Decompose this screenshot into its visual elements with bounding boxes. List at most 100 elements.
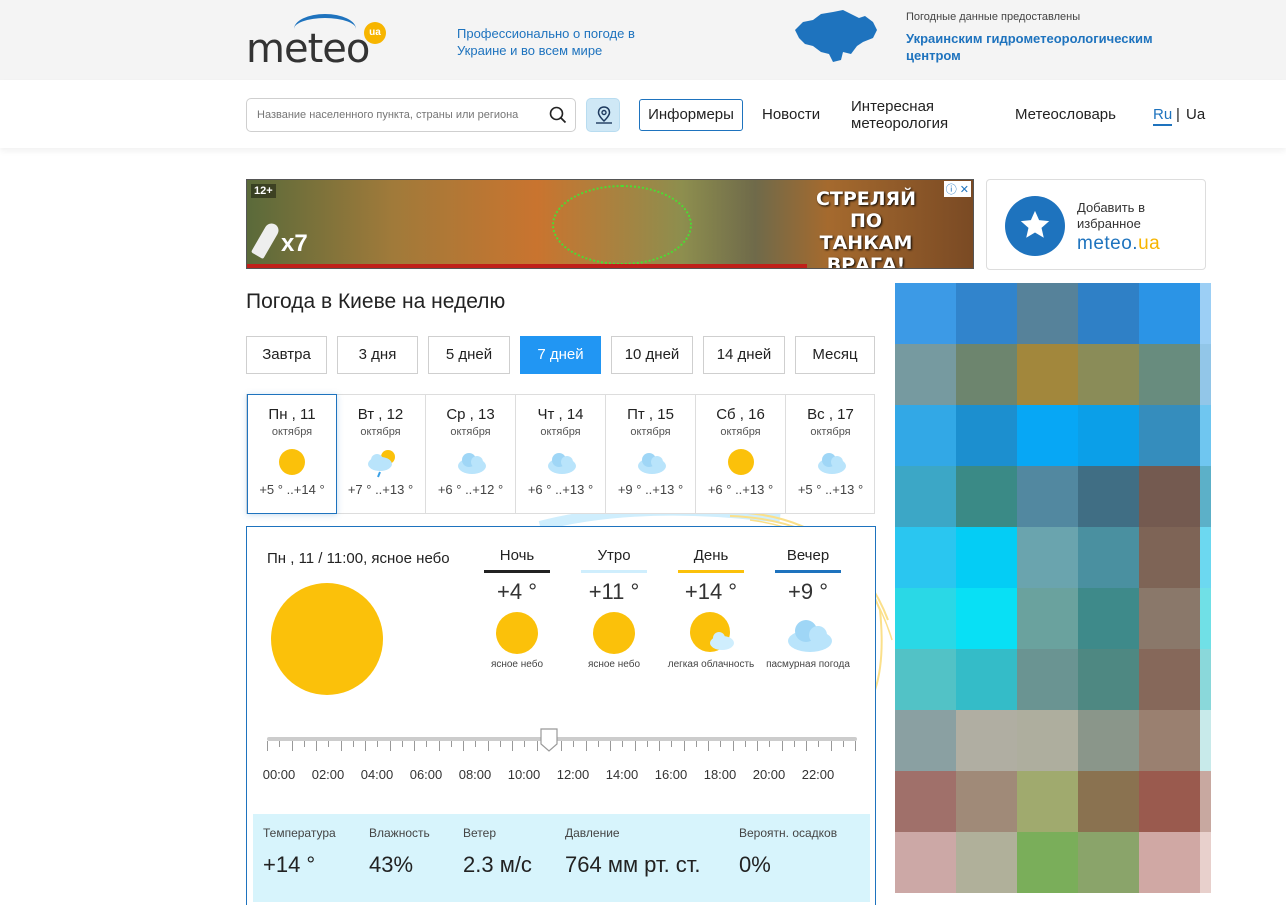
sun-icon	[277, 448, 307, 476]
day-card-sat[interactable]: Сб , 16 октября +6 ° ..+13 °	[696, 395, 786, 513]
ad-pixel-block	[956, 527, 1017, 588]
informers-button[interactable]: Информеры	[639, 99, 743, 131]
timeline-tick	[793, 741, 795, 747]
overcast-icon	[786, 611, 832, 655]
timeline-label[interactable]: 10:00	[507, 767, 541, 782]
timeline-label[interactable]: 04:00	[360, 767, 394, 782]
search-input[interactable]	[247, 99, 537, 131]
ad-pixel-block	[895, 283, 956, 344]
day-card-wed[interactable]: Ср , 13 октября +6 ° ..+12 °	[426, 395, 516, 513]
ad-pixel-block	[1017, 283, 1078, 344]
ad-pixel-block	[956, 283, 1017, 344]
daypart-name: Вечер	[786, 547, 830, 564]
star-icon	[1005, 196, 1065, 256]
daypart-desc: легкая облачность	[667, 659, 755, 670]
sun-cloud-icon	[689, 611, 734, 655]
cloud-icon	[456, 448, 486, 476]
timeline-label[interactable]: 22:00	[801, 767, 835, 782]
provider-link[interactable]: Украинским гидрометеорологическим центро…	[906, 31, 1153, 63]
timeline-tick	[585, 741, 587, 751]
timeline-tick	[524, 741, 526, 747]
search-icon[interactable]	[549, 106, 567, 124]
day-name: Сб , 16	[716, 406, 765, 423]
timeline-tick	[781, 741, 783, 751]
side-ad-banner[interactable]	[895, 283, 1211, 893]
ad-pixel-block	[1200, 466, 1211, 527]
nav-meteorology-link[interactable]: Интересная метеорология	[851, 98, 949, 132]
favorites-site-suffix: ua	[1138, 233, 1161, 254]
weather-stats: Температура +14 ° Влажность 43% Ветер 2.…	[253, 814, 870, 902]
day-card-fri[interactable]: Пт , 15 октября +9 ° ..+13 °	[606, 395, 696, 513]
geolocation-button[interactable]	[586, 98, 620, 132]
timeline-track[interactable]	[267, 737, 857, 741]
timeline-label[interactable]: 16:00	[654, 767, 688, 782]
timeline-tick	[267, 741, 268, 751]
hour-timeline[interactable]: 00:00 02:00 04:00 06:00 08:00 10:00 12:0…	[263, 728, 857, 797]
week-days-strip: Пн , 11 октября +5 ° ..+14 ° Вт , 12 окт…	[246, 394, 875, 514]
ad-pixel-block	[1139, 344, 1200, 405]
timeline-tick	[806, 741, 807, 751]
tab-10-days[interactable]: 10 дней	[611, 336, 693, 374]
timeline-tick	[573, 741, 575, 747]
timeline-tick	[695, 741, 697, 747]
ad-pixel-block	[1017, 527, 1078, 588]
tab-tomorrow[interactable]: Завтра	[246, 336, 327, 374]
timeline-label[interactable]: 06:00	[409, 767, 443, 782]
timeline-tick	[659, 741, 660, 751]
day-month: октября	[360, 426, 401, 438]
lang-ua-link[interactable]: Ua	[1186, 106, 1206, 123]
timeline-label[interactable]: 12:00	[556, 767, 590, 782]
ad-close-icon[interactable]: ⓘ ✕	[943, 181, 971, 197]
timeline-label[interactable]: 20:00	[752, 767, 786, 782]
tab-14-days[interactable]: 14 дней	[703, 336, 785, 374]
timeline-label[interactable]: 00:00	[262, 767, 296, 782]
tab-3-days[interactable]: 3 дня	[337, 336, 418, 374]
ad-pixel-block	[1078, 832, 1139, 893]
ad-pixel-block	[1139, 832, 1200, 893]
day-card-sun[interactable]: Вс , 17 октября +5 ° ..+13 °	[786, 395, 875, 513]
timeline-tick	[340, 741, 342, 751]
ad-pixel-block	[956, 588, 1017, 649]
stat-value: +14 °	[263, 852, 316, 877]
ad-pixel-block	[1078, 466, 1139, 527]
day-card-tue[interactable]: Вт , 12 октября +7 ° ..+13 °	[336, 395, 426, 513]
stat-humidity: Влажность 43%	[369, 814, 430, 878]
stat-label: Давление	[565, 826, 620, 840]
provider-caption: Погодные данные предоставлены	[906, 11, 1081, 23]
day-name: Вс , 17	[807, 406, 854, 423]
stat-pressure: Давление 764 мм рт. ст.	[565, 814, 701, 878]
ad-pixel-block	[1078, 771, 1139, 832]
ad-pixel-block	[1017, 588, 1078, 649]
timeline-tick	[377, 741, 379, 747]
ad-pixel-block	[1017, 405, 1078, 466]
timeline-tick	[401, 741, 403, 747]
stat-value: 2.3 м/с	[463, 852, 532, 877]
day-card-mon[interactable]: Пн , 11 октября +5 ° ..+14 °	[247, 394, 337, 514]
logo-text: meteo	[246, 26, 370, 72]
timeline-slider-handle[interactable]	[540, 728, 558, 752]
search-box	[246, 98, 576, 132]
timeline-tick	[720, 741, 722, 747]
site-logo[interactable]: meteo ua	[246, 14, 396, 72]
day-card-thu[interactable]: Чт , 14 октября +6 ° ..+13 °	[516, 395, 606, 513]
tab-7-days[interactable]: 7 дней	[520, 336, 601, 374]
timeline-label[interactable]: 18:00	[703, 767, 737, 782]
timeline-label[interactable]: 02:00	[311, 767, 345, 782]
timeline-label[interactable]: 08:00	[458, 767, 492, 782]
ad-banner[interactable]: 12+ x7 СТРЕЛЯЙ ПО ТАНКАМ ВРАГА! ⓘ ✕	[246, 179, 974, 269]
daypart-underline	[581, 570, 647, 573]
daypart-name: Утро	[597, 547, 631, 564]
tab-5-days[interactable]: 5 дней	[428, 336, 510, 374]
daypart-desc: пасмурная погода	[766, 659, 850, 670]
timeline-tick	[561, 741, 562, 751]
timeline-label[interactable]: 14:00	[605, 767, 639, 782]
ad-pixel-block	[1139, 466, 1200, 527]
ukraine-map-icon	[795, 10, 877, 62]
nav-dictionary-link[interactable]: Метеословарь	[1015, 106, 1116, 123]
add-to-favorites-box[interactable]: Добавить в избранное meteo.ua	[986, 179, 1206, 270]
lang-ru-link[interactable]: Ru	[1153, 106, 1173, 126]
stat-label: Температура	[263, 826, 336, 840]
day-name: Чт , 14	[537, 406, 584, 423]
tab-month[interactable]: Месяц	[795, 336, 875, 374]
nav-news-link[interactable]: Новости	[762, 106, 821, 123]
